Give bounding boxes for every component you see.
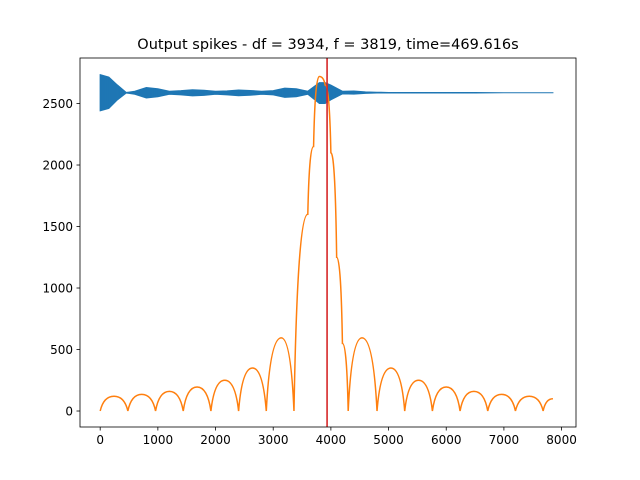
series-1-oscillation bbox=[99, 74, 554, 111]
y-tick-label: 500 bbox=[50, 343, 73, 357]
axes-border bbox=[79, 57, 577, 428]
x-tick-label: 1000 bbox=[143, 433, 174, 447]
chart-title: Output spikes - df = 3934, f = 3819, tim… bbox=[137, 37, 518, 53]
y-axis-ticks: 0 500 1000 1500 2000 2500 bbox=[42, 97, 80, 418]
y-tick-label: 2500 bbox=[42, 97, 73, 111]
axes-spines bbox=[79, 57, 577, 428]
series-2-line bbox=[99, 75, 554, 412]
x-tick-label: 3000 bbox=[258, 433, 289, 447]
plot-area: 0 1000 2000 3000 4000 5000 6000 7000 8000 0 500 10… bbox=[42, 57, 577, 447]
y-tick-label: 1500 bbox=[42, 220, 73, 234]
y-tick-label: 1000 bbox=[42, 281, 73, 295]
y-tick-label: 2000 bbox=[42, 158, 73, 172]
x-tick-label: 6000 bbox=[431, 433, 462, 447]
x-tick-label: 8000 bbox=[546, 433, 577, 447]
x-tick-label: 4000 bbox=[316, 433, 347, 447]
x-tick-label: 7000 bbox=[489, 433, 520, 447]
x-tick-label: 2000 bbox=[200, 433, 231, 447]
axes-frame bbox=[80, 58, 576, 427]
y-tick-label: 0 bbox=[65, 404, 73, 418]
x-tick-label: 5000 bbox=[373, 433, 404, 447]
x-axis-ticks: 0 1000 2000 3000 4000 5000 6000 7000 8000 bbox=[96, 427, 577, 447]
x-tick-label: 0 bbox=[96, 433, 104, 447]
